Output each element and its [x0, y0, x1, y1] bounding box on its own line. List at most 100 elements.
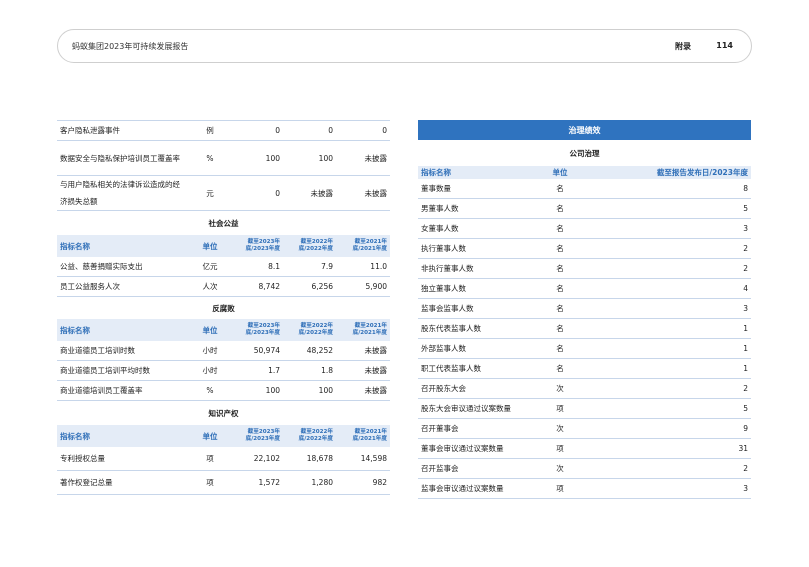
unit: 小时 [202, 346, 218, 355]
unit: 次 [556, 464, 564, 473]
value-2022: 6,256 [311, 282, 333, 291]
table-row: 商业道德员工培训平均时数 小时 1.7 1.8 未披露 [57, 361, 390, 381]
value: 8 [743, 184, 748, 193]
unit: 次 [556, 384, 564, 393]
indicator-name: 客户隐私泄露事件 [60, 126, 120, 135]
indicator-name: 专利授权总量 [60, 454, 105, 463]
indicator-name: 员工公益服务人次 [60, 282, 120, 291]
value-2023: 8,742 [258, 282, 280, 291]
indicator-name: 董事会审议通过议案数量 [421, 444, 504, 453]
value-2022: 48,252 [306, 346, 333, 355]
header-y2022: 截至2022年底/2022年度 [298, 323, 333, 336]
table-row: 商业道德员工培训时数 小时 50,974 48,252 未披露 [57, 341, 390, 361]
value: 1 [743, 324, 748, 333]
value-2022: 100 [318, 386, 333, 395]
value-2023: 8.1 [268, 262, 280, 271]
header-y2023: 截至2023年底/2023年度 [245, 429, 280, 442]
indicator-name: 董事数量 [421, 184, 451, 193]
indicator-name: 召开监事会 [421, 464, 459, 473]
indicator-name: 男董事人数 [421, 204, 459, 213]
table-header: 指标名称 单位 截至2023年底/2023年度 截至2022年底/2022年度 截至20… [57, 235, 390, 257]
value-2021: 未披露 [364, 386, 388, 395]
unit: 名 [556, 264, 564, 273]
value: 2 [743, 264, 748, 273]
table-row: 专利授权总量 项 22,102 18,678 14,598 [57, 447, 390, 471]
value: 4 [743, 284, 748, 293]
value-2022: 7.9 [321, 262, 333, 271]
table-row: 职工代表监事人数 名 1 [418, 359, 751, 379]
table-header: 指标名称 单位 截至报告发布日/2023年度 [418, 166, 751, 179]
table-row: 著作权登记总量 项 1,572 1,280 982 [57, 471, 390, 495]
table-row: 董事数量 名 8 [418, 179, 751, 199]
value-2022: 100 [318, 153, 333, 163]
unit: 名 [556, 284, 564, 293]
value: 2 [743, 244, 748, 253]
table-row: 监事会审议通过议案数量 项 3 [418, 479, 751, 499]
section-title: 公司治理 [569, 148, 600, 158]
header-y2023: 截至2023年底/2023年度 [245, 239, 280, 252]
header-name: 指标名称 [60, 431, 90, 441]
value-2021: 未披露 [364, 346, 388, 355]
unit: % [206, 153, 214, 163]
section-title: 社会公益 [208, 218, 239, 228]
table-row: 男董事人数 名 5 [418, 199, 751, 219]
table-row: 股东代表监事人数 名 1 [418, 319, 751, 339]
indicator-name: 公益、慈善捐赠实际支出 [60, 262, 143, 271]
table-row: 独立董事人数 名 4 [418, 279, 751, 299]
indicator-name: 女董事人数 [421, 224, 459, 233]
unit: 小时 [202, 366, 218, 375]
unit: 项 [206, 454, 214, 463]
indicator-name: 著作权登记总量 [60, 478, 113, 487]
left-table: 客户隐私泄露事件例 0 0 0 数据安全与隐私保护培训员工覆盖率% 100 100 未披露 与用… [57, 120, 390, 495]
value: 3 [743, 224, 748, 233]
value: 2 [743, 464, 748, 473]
header-name: 指标名称 [60, 241, 90, 251]
unit: 名 [556, 184, 564, 193]
value-2023: 1.7 [268, 366, 280, 375]
unit: 名 [556, 204, 564, 213]
table-row: 董事会审议通过议案数量 项 31 [418, 439, 751, 459]
value-2022: 0 [328, 126, 333, 135]
table-header: 指标名称 单位 截至2023年底/2023年度 截至2022年底/2022年度 截至20… [57, 425, 390, 447]
indicator-name: 监事会审议通过议案数量 [421, 484, 504, 493]
value-2021: 14,598 [360, 454, 387, 463]
indicator-name: 与用户隐私相关的法律诉讼造成的经济损失总额 [60, 180, 180, 206]
value-2023: 100 [265, 386, 280, 395]
governance-table: 治理绩效 公司治理 指标名称 单位 截至报告发布日/2023年度 董事数量名 8 男董事人数名… [418, 120, 751, 499]
header-name: 指标名称 [60, 325, 90, 335]
value-2021: 11.0 [370, 262, 387, 271]
table-row: 执行董事人数 名 2 [418, 239, 751, 259]
table-row: 与用户隐私相关的法律诉讼造成的经济损失总额 元 0 未披露 未披露 [57, 176, 390, 211]
indicator-name: 外部监事人数 [421, 344, 466, 353]
unit: 人次 [202, 282, 218, 291]
header-y2021: 截至2021年底/2021年度 [352, 323, 387, 336]
header-unit: 单位 [202, 325, 218, 335]
unit: 项 [556, 404, 564, 413]
report-title: 蚂蚁集团2023年可持续发展报告 [72, 42, 189, 51]
indicator-name: 商业道德培训员工覆盖率 [60, 386, 143, 395]
value: 1 [743, 364, 748, 373]
value: 3 [743, 304, 748, 313]
indicator-name: 数据安全与隐私保护培训员工覆盖率 [60, 153, 180, 163]
indicator-name: 执行董事人数 [421, 244, 466, 253]
header-y2022: 截至2022年底/2022年度 [298, 429, 333, 442]
value-2021: 982 [372, 478, 387, 487]
value-2021: 未披露 [364, 153, 388, 163]
table-row: 外部监事人数 名 1 [418, 339, 751, 359]
indicator-name: 召开股东大会 [421, 384, 466, 393]
unit: 次 [556, 424, 564, 433]
table-header: 指标名称 单位 截至2023年底/2023年度 截至2022年底/2022年度 截至20… [57, 319, 390, 341]
table-row: 商业道德培训员工覆盖率% 100 100 未披露 [57, 381, 390, 401]
value-2022: 1.8 [321, 366, 333, 375]
value-2021: 未披露 [364, 366, 388, 375]
section-band: 治理绩效 [418, 120, 751, 140]
header-unit: 单位 [202, 431, 218, 441]
table-row: 客户隐私泄露事件 例 0 0 0 [57, 121, 390, 141]
header-y2021: 截至2021年底/2021年度 [352, 429, 387, 442]
value: 31 [738, 444, 748, 453]
value-2023: 100 [265, 153, 280, 163]
indicator-name: 商业道德员工培训时数 [60, 346, 135, 355]
table-row: 股东大会审议通过议案数量 项 5 [418, 399, 751, 419]
value: 3 [743, 484, 748, 493]
value-2022: 未披露 [310, 188, 334, 198]
